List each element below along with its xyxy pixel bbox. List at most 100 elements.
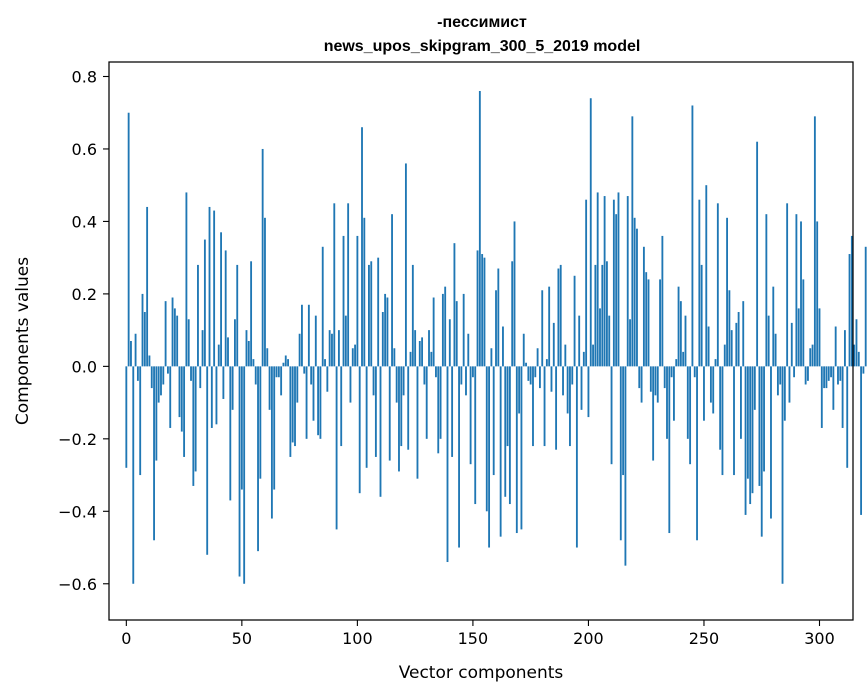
bar bbox=[758, 366, 761, 486]
bar bbox=[670, 366, 673, 378]
bar bbox=[303, 366, 306, 374]
bar bbox=[839, 366, 842, 381]
bar bbox=[689, 366, 692, 465]
bar bbox=[356, 235, 359, 367]
bar bbox=[363, 217, 366, 367]
bar bbox=[224, 250, 227, 367]
bar bbox=[291, 366, 294, 443]
bar bbox=[603, 196, 606, 367]
bar bbox=[273, 366, 276, 490]
bar bbox=[296, 366, 299, 403]
bar bbox=[714, 359, 717, 367]
bar bbox=[513, 221, 516, 367]
bar bbox=[636, 228, 638, 367]
bar bbox=[816, 221, 819, 367]
bar bbox=[324, 359, 326, 367]
bar bbox=[532, 366, 534, 447]
bar bbox=[495, 290, 497, 367]
bar bbox=[619, 366, 622, 541]
bar bbox=[130, 341, 132, 367]
bar bbox=[763, 366, 765, 472]
bar bbox=[846, 366, 849, 468]
bar bbox=[585, 199, 588, 367]
bar bbox=[171, 297, 174, 367]
bar bbox=[797, 308, 800, 367]
bar bbox=[793, 366, 796, 378]
bar bbox=[673, 366, 675, 421]
bar bbox=[441, 293, 444, 367]
bar bbox=[185, 192, 188, 367]
bar bbox=[580, 366, 583, 410]
bar bbox=[848, 254, 851, 367]
bar bbox=[485, 366, 488, 512]
bar bbox=[127, 112, 130, 367]
bar bbox=[733, 366, 735, 476]
bar bbox=[802, 279, 805, 367]
y-axis-ticks: −0.6 −0.4 −0.2 0.0 0.2 0.4 0.6 0.8 bbox=[58, 67, 109, 594]
bar bbox=[481, 254, 484, 367]
bar bbox=[502, 326, 504, 367]
bar bbox=[855, 319, 858, 367]
bar bbox=[645, 272, 648, 367]
bar bbox=[264, 217, 266, 367]
bar bbox=[508, 366, 511, 505]
bar bbox=[860, 366, 863, 515]
bar bbox=[326, 366, 329, 392]
bar bbox=[474, 366, 477, 505]
bar bbox=[707, 326, 710, 367]
bar bbox=[719, 366, 722, 450]
bar bbox=[319, 366, 322, 439]
bar bbox=[548, 286, 551, 367]
bar bbox=[830, 366, 832, 378]
bar bbox=[534, 366, 537, 378]
bar bbox=[786, 203, 789, 367]
bar bbox=[807, 366, 809, 381]
bar bbox=[386, 297, 389, 367]
bar bbox=[504, 366, 507, 497]
bar bbox=[400, 366, 403, 447]
bar bbox=[666, 366, 668, 439]
bar bbox=[529, 366, 532, 385]
bar bbox=[280, 366, 283, 396]
bar bbox=[557, 268, 560, 367]
bar bbox=[351, 348, 354, 367]
bar bbox=[421, 337, 424, 367]
bar bbox=[245, 330, 248, 367]
bar bbox=[136, 366, 139, 381]
bar bbox=[679, 301, 682, 367]
bar bbox=[705, 185, 708, 367]
bar bbox=[629, 319, 631, 367]
bar bbox=[231, 366, 234, 410]
bar bbox=[515, 366, 518, 534]
bar bbox=[709, 366, 712, 403]
y-tick-label: −0.4 bbox=[58, 502, 97, 521]
bar bbox=[809, 348, 812, 367]
bar bbox=[379, 366, 382, 497]
bar bbox=[349, 366, 352, 403]
bar bbox=[404, 163, 407, 367]
bar bbox=[146, 206, 149, 367]
bar bbox=[471, 366, 474, 378]
bars-group bbox=[125, 90, 867, 584]
bar bbox=[287, 359, 289, 367]
bar bbox=[314, 315, 317, 367]
bar bbox=[555, 366, 558, 450]
bar bbox=[601, 264, 604, 367]
bar bbox=[559, 264, 562, 367]
bar bbox=[703, 366, 705, 421]
bar bbox=[756, 141, 759, 367]
bar bbox=[594, 264, 597, 367]
bar bbox=[192, 366, 195, 486]
x-tick-label: 100 bbox=[342, 629, 373, 648]
bar bbox=[201, 330, 204, 367]
bar bbox=[483, 257, 486, 367]
y-axis-label: Components values bbox=[13, 257, 33, 425]
bar bbox=[284, 355, 287, 367]
bar bbox=[236, 264, 239, 367]
y-tick-label: −0.6 bbox=[58, 575, 97, 594]
bar bbox=[139, 366, 142, 476]
bar bbox=[698, 199, 701, 367]
bar bbox=[395, 366, 398, 403]
bar bbox=[841, 366, 844, 428]
bar bbox=[746, 366, 749, 479]
